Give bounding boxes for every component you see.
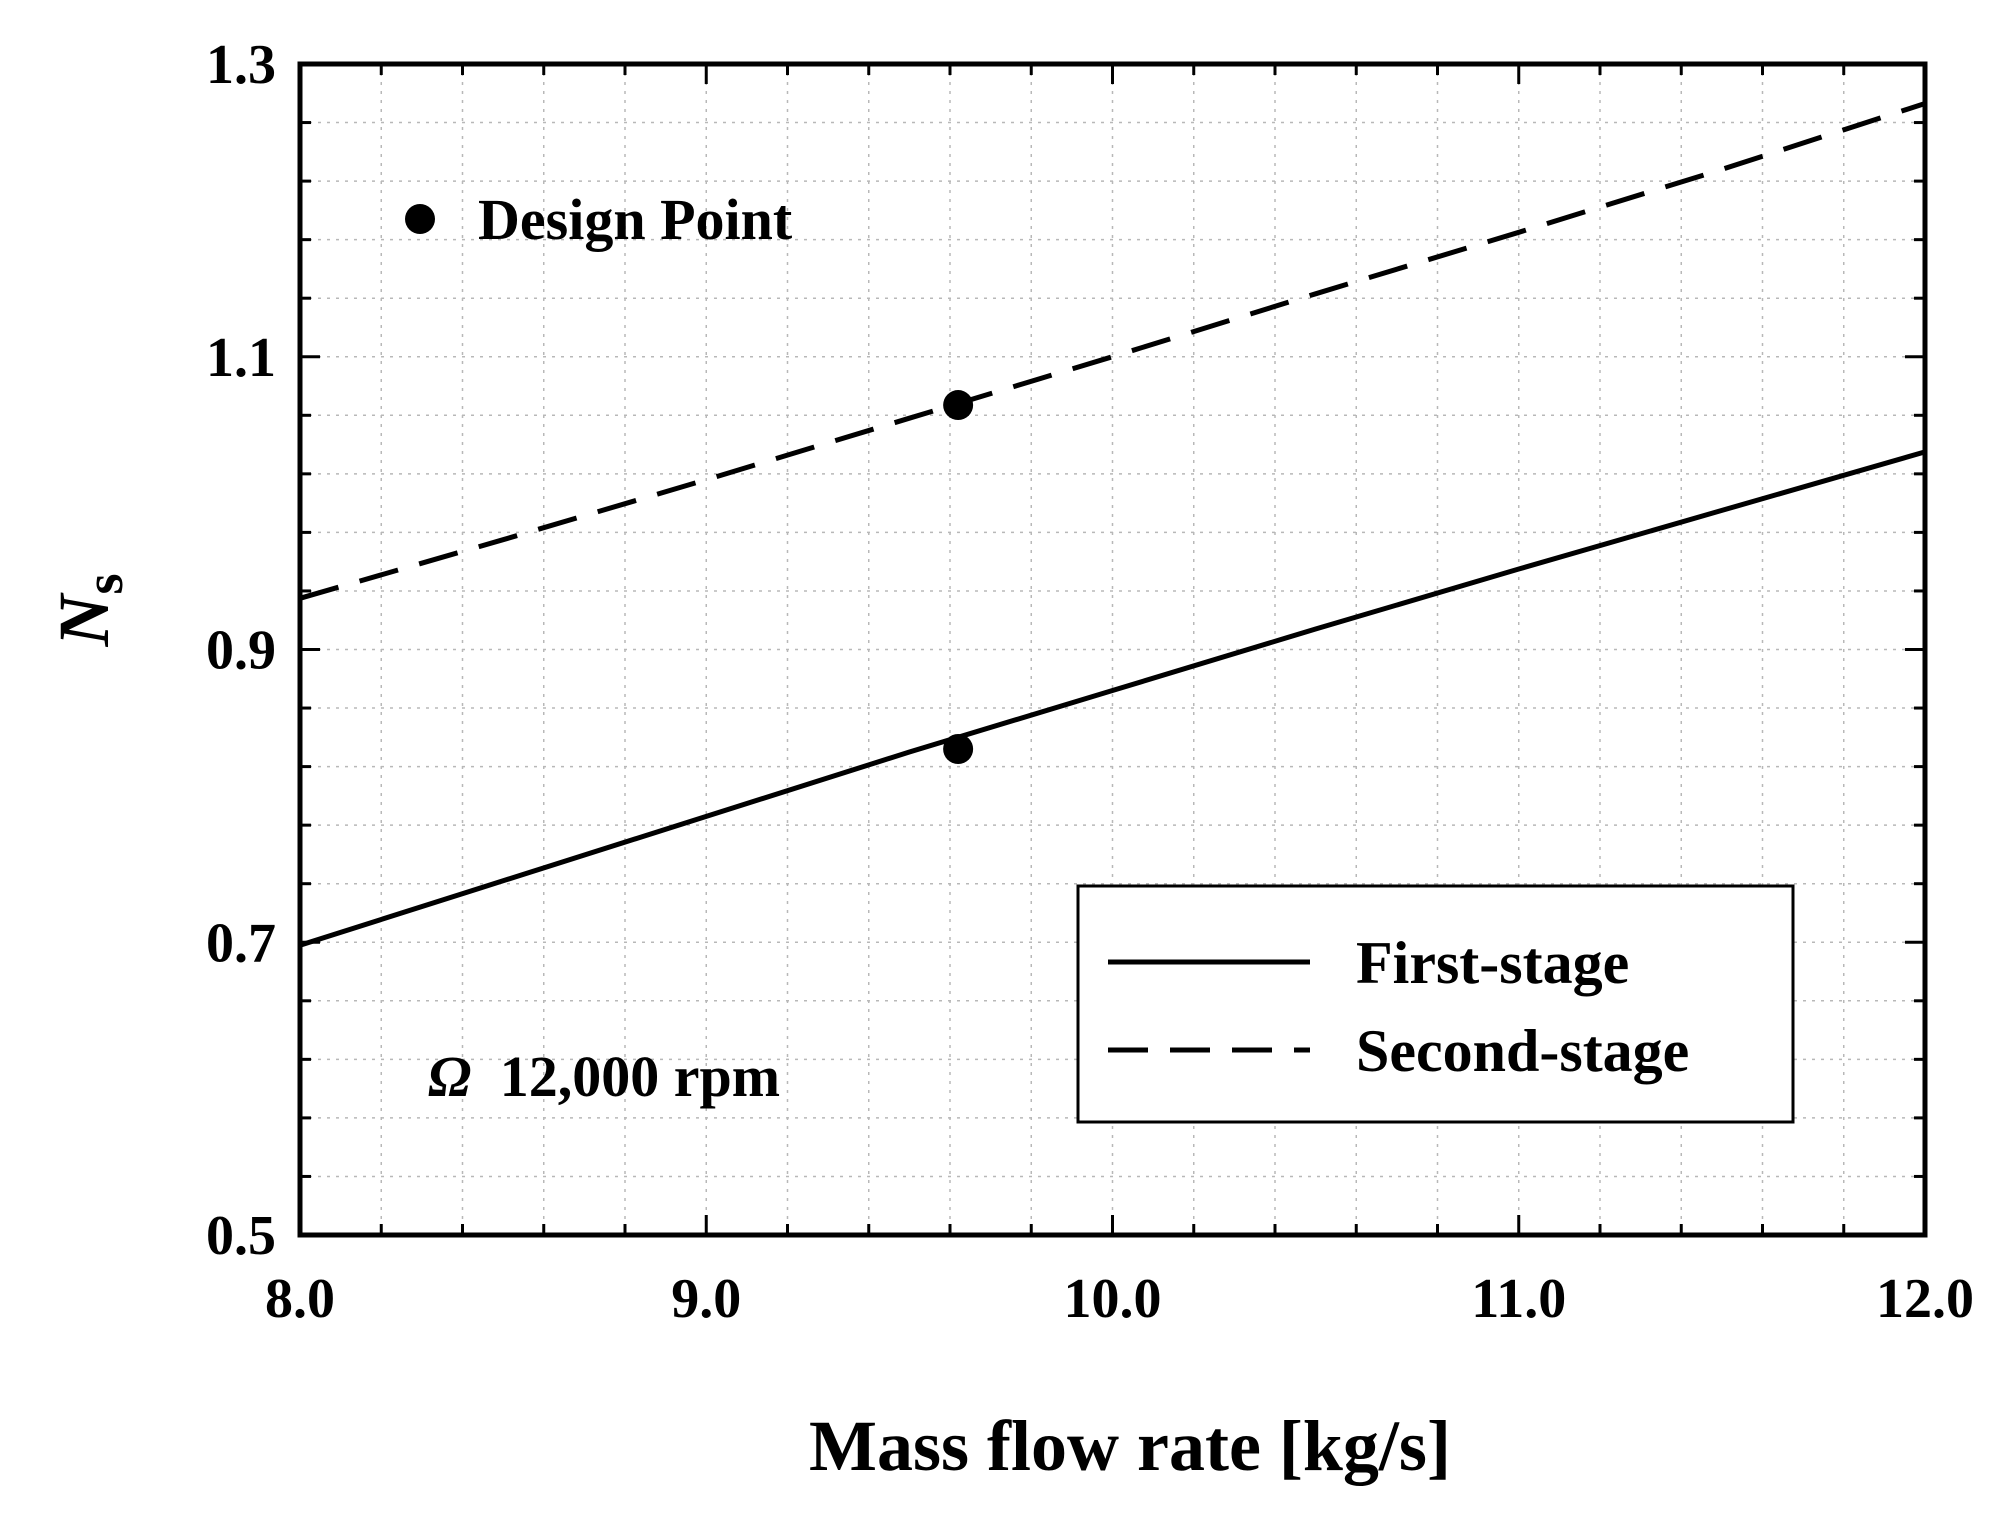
design-point-second-stage (943, 390, 974, 421)
y-tick-label: 0.7 (206, 912, 276, 974)
omega-symbol: Ω (428, 1044, 471, 1109)
x-tick-label: 10.0 (1064, 1268, 1162, 1330)
series-line-first-stage (299, 449, 1926, 948)
y-axis-title: Ns (44, 573, 134, 647)
x-tick-label: 11.0 (1471, 1268, 1566, 1330)
design-point-legend-marker (405, 204, 435, 234)
design-point-first-stage (943, 734, 974, 765)
legend: First-stage Second-stage (1076, 884, 1795, 1124)
major-ticks (300, 64, 1925, 1235)
series-line-second-stage (299, 101, 1926, 601)
svg-text:Ns: Ns (44, 573, 134, 647)
x-tick-label: 8.0 (265, 1268, 335, 1330)
y-axis-title-sub: s (74, 573, 134, 594)
design-points-layer (943, 390, 974, 765)
x-tick-labels: 8.0 9.0 10.0 11.0 12.0 (265, 1268, 1974, 1330)
y-tick-label: 0.5 (206, 1205, 276, 1267)
series-layer (299, 101, 1926, 948)
speed-annotation: Ω 12,000 rpm (428, 1044, 780, 1109)
design-point-label: Design Point (478, 187, 793, 252)
x-tick-label: 9.0 (671, 1268, 741, 1330)
y-tick-label: 1.3 (206, 34, 276, 96)
grid-lines (300, 64, 1925, 1235)
y-tick-label: 0.9 (206, 620, 276, 682)
legend-box (1076, 884, 1795, 1124)
legend-label-first-stage: First-stage (1356, 930, 1629, 996)
speed-value: 12,000 rpm (500, 1044, 780, 1109)
y-axis-title-main: N (44, 592, 124, 648)
legend-label-second-stage: Second-stage (1356, 1018, 1689, 1084)
x-tick-label: 12.0 (1876, 1268, 1974, 1330)
plot-frame (297, 61, 1928, 1238)
y-tick-labels: 0.5 0.7 0.9 1.1 1.3 (206, 34, 276, 1267)
y-tick-label: 1.1 (206, 327, 276, 389)
x-axis-title: Mass flow rate [kg/s] (809, 1406, 1451, 1486)
